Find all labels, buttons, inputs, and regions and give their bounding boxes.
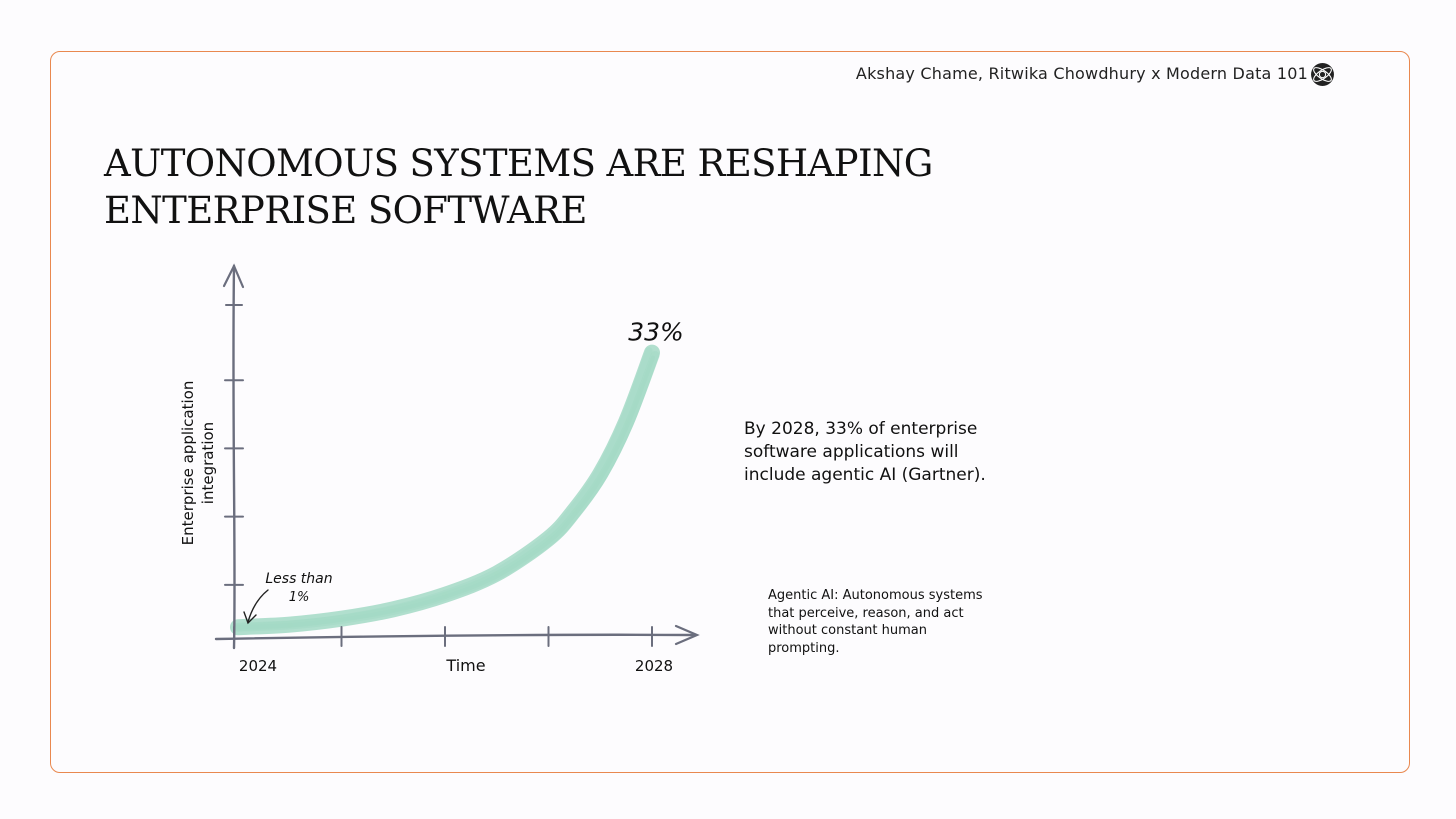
y-axis-label-line-1: Enterprise application [179,381,197,546]
start-annotation: Less than 1% [243,571,333,625]
y-axis [222,263,245,650]
x-axis [214,624,700,646]
x-tick-label-2028: 2028 [635,657,673,675]
globe-logo-icon [1311,63,1334,86]
data-point-3 [390,606,396,612]
data-point-6 [546,536,552,542]
slide-title: AUTONOMOUS SYSTEMS ARE RESHAPING ENTERPR… [104,140,964,234]
data-point-10 [649,350,655,356]
x-tick-label-2024: 2024 [239,657,277,675]
start-annotation-line-2: 1% [289,590,310,605]
y-axis-label-line-2: integration [199,422,217,504]
annotation-arrowhead [243,611,257,625]
y-axis-ticks [224,304,244,586]
x-axis-label: Time [445,656,485,675]
data-point-8 [597,471,603,477]
growth-curve-stroke-4 [236,355,655,630]
data-point-2 [339,616,345,622]
end-value-label: 33% [628,318,684,347]
author-credit: Akshay Chame, Ritwika Chowdhury x Modern… [855,64,1308,83]
curve-layer [230,344,660,636]
start-annotation-line-1: Less than [265,571,332,587]
data-point-1 [287,622,293,628]
stat-blurb: By 2028, 33% of enterprise software appl… [744,419,986,485]
data-point-7 [571,507,577,513]
title-line-2: ENTERPRISE SOFTWARE [104,189,587,232]
y-axis-label: Enterprise application integration [179,381,217,546]
definition-text: Agentic AI: Autonomous systems that perc… [768,588,983,656]
data-point-5 [494,571,500,577]
title-line-1: AUTONOMOUS SYSTEMS ARE RESHAPING [104,142,933,185]
x-axis-ticks [233,626,653,647]
data-point-4 [442,592,448,598]
annotation-arrow [247,589,269,623]
data-point-9 [623,419,629,425]
slide-frame [50,51,1410,773]
data-point-0 [235,624,241,630]
